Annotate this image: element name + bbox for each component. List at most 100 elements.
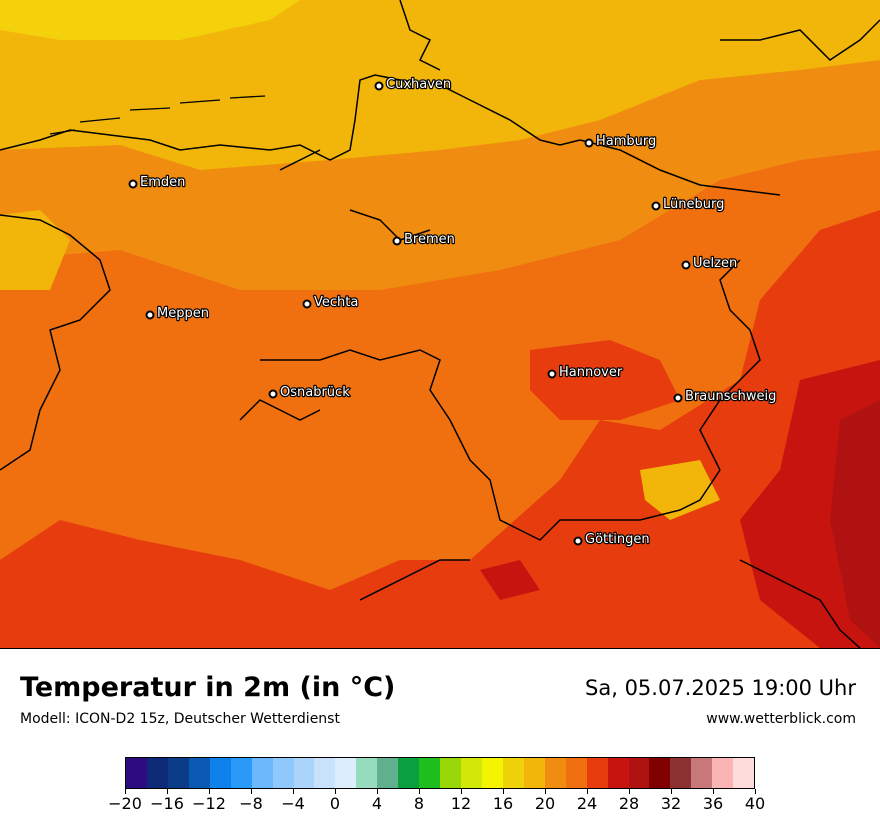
- border-netherlands: [0, 214, 111, 471]
- city-lueneburg[interactable]: Lüneburg: [651, 196, 726, 213]
- colorbar-tick: [166, 789, 168, 794]
- temperature-map-svg: Cuxhaven Hamburg Emden Lüneburg Bremen U…: [0, 0, 880, 648]
- city-dot: [547, 369, 557, 379]
- city-label: Bremen: [404, 232, 455, 247]
- city-vechta[interactable]: Vechta: [302, 294, 360, 311]
- colorbar-tick-label: −8: [239, 794, 263, 813]
- temperature-field-30: [830, 400, 880, 648]
- island: [179, 99, 221, 104]
- colorbar-cell: [691, 758, 713, 788]
- colorbar-tick-label: 36: [702, 794, 724, 813]
- colorbar-tick: [124, 789, 126, 794]
- colorbar-cell: [209, 758, 231, 788]
- colorbar-tick: [250, 789, 252, 794]
- colorbar-tick-label: −4: [281, 794, 305, 813]
- temperature-field-north-sea: [0, 0, 300, 40]
- colorbar-cell: [167, 758, 189, 788]
- colorbar-cell: [628, 758, 650, 788]
- temperature-field-26: [0, 210, 880, 648]
- border-state-south: [260, 349, 721, 541]
- city-label: Braunschweig: [685, 389, 776, 404]
- colorbar-tick: [376, 789, 378, 794]
- city-dot: [374, 81, 384, 91]
- city-dot: [573, 536, 583, 546]
- city-label: Lüneburg: [663, 197, 724, 212]
- border-southwest: [359, 559, 470, 601]
- colorbar-tick-label: 24: [576, 794, 598, 813]
- city-cuxhaven[interactable]: Cuxhaven: [374, 76, 452, 93]
- colorbar-tick: [334, 789, 336, 794]
- colorbar-cell: [586, 758, 608, 788]
- colorbar-tick: [502, 789, 504, 794]
- colorbar-cell: [565, 758, 587, 788]
- colorbar-tick-label: −16: [150, 794, 184, 813]
- colorbar-cell: [335, 758, 357, 788]
- colorbar-cell: [356, 758, 378, 788]
- colorbar-cell: [461, 758, 482, 788]
- colorbar-tick-label: 4: [371, 794, 383, 813]
- temperature-field-20-west: [0, 210, 70, 290]
- city-dot: [584, 138, 594, 148]
- colorbar-cell: [607, 758, 629, 788]
- colorbar-tick: [670, 789, 672, 794]
- temperature-colorbar: [125, 757, 755, 789]
- colorbar-cell: [398, 758, 420, 788]
- city-label: Hamburg: [596, 134, 656, 149]
- city-dot: [673, 393, 683, 403]
- colorbar-cell: [544, 758, 566, 788]
- island: [129, 107, 171, 111]
- colorbar-tick-label: 32: [660, 794, 682, 813]
- temperature-field-20-patch: [640, 460, 720, 520]
- coastline: [0, 74, 581, 161]
- city-label: Osnabrück: [280, 385, 350, 400]
- city-label: Cuxhaven: [386, 77, 451, 92]
- city-emden[interactable]: Emden: [128, 174, 187, 191]
- island: [229, 95, 266, 99]
- city-osnabrueck[interactable]: Osnabrück: [268, 384, 351, 401]
- colorbar-cell: [272, 758, 294, 788]
- website-link[interactable]: www.wetterblick.com: [706, 711, 856, 727]
- city-goettingen[interactable]: Göttingen: [573, 531, 651, 548]
- island: [79, 117, 121, 123]
- city-uelzen[interactable]: Uelzen: [681, 255, 738, 272]
- colorbar-cell: [523, 758, 545, 788]
- city-label: Meppen: [157, 306, 209, 321]
- colorbar-tick: [628, 789, 630, 794]
- colorbar-tick-label: −20: [108, 794, 142, 813]
- city-label: Hannover: [559, 365, 623, 380]
- colorbar-tick: [586, 789, 588, 794]
- colorbar-cell: [377, 758, 399, 788]
- temperature-map: Cuxhaven Hamburg Emden Lüneburg Bremen U…: [0, 0, 880, 649]
- colorbar-tick-label: 16: [492, 794, 514, 813]
- colorbar-cell: [188, 758, 210, 788]
- forecast-datetime: Sa, 05.07.2025 19:00 Uhr: [585, 676, 856, 700]
- city-label: Göttingen: [585, 532, 650, 547]
- city-dot: [302, 299, 312, 309]
- city-label: Uelzen: [693, 256, 737, 271]
- colorbar-cell: [419, 758, 441, 788]
- colorbar-tick-label: 12: [450, 794, 472, 813]
- colorbar-tick: [418, 789, 420, 794]
- colorbar-cell: [649, 758, 671, 788]
- colorbar-cell: [251, 758, 273, 788]
- model-subtitle: Modell: ICON-D2 15z, Deutscher Wetterdie…: [20, 711, 340, 727]
- border-southeast: [739, 559, 861, 648]
- city-hamburg[interactable]: Hamburg: [584, 133, 657, 150]
- city-braunschweig[interactable]: Braunschweig: [673, 388, 778, 405]
- borders: [0, 0, 880, 648]
- city-hannover[interactable]: Hannover: [547, 364, 624, 381]
- colorbar-tick: [712, 789, 714, 794]
- city-meppen[interactable]: Meppen: [145, 305, 210, 322]
- colorbar-tick: [208, 789, 210, 794]
- colorbar-cell: [230, 758, 252, 788]
- colorbar-tick: [292, 789, 294, 794]
- city-bremen[interactable]: Bremen: [392, 231, 456, 248]
- coast-northeast: [720, 19, 880, 61]
- colorbar-cell: [733, 758, 755, 788]
- border-bremen: [349, 209, 431, 241]
- map-title: Temperatur in 2m (in °C): [20, 672, 396, 703]
- coast-weser: [279, 149, 321, 171]
- city-dot: [681, 260, 691, 270]
- colorbar-cell: [314, 758, 336, 788]
- elbe-river: [579, 139, 781, 196]
